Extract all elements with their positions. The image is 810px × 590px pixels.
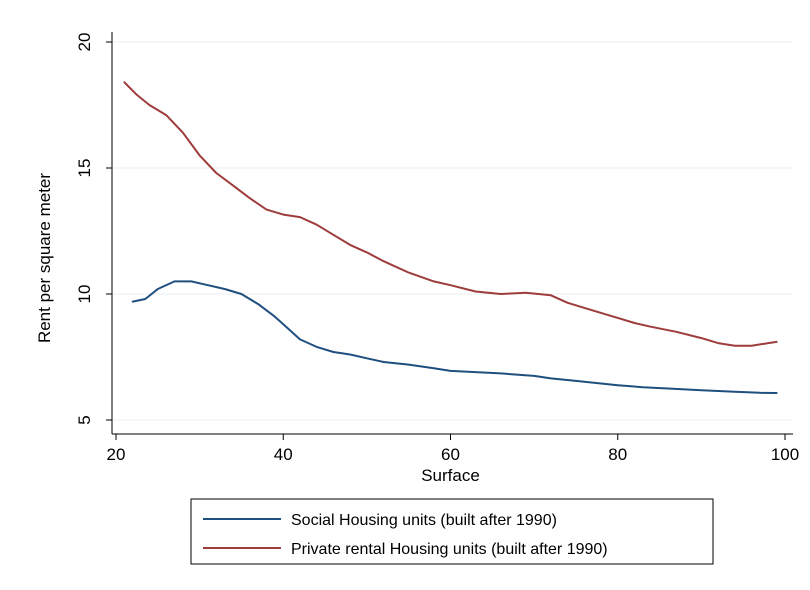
legend: Social Housing units (built after 1990) … [190, 498, 714, 565]
legend-label-social: Social Housing units (built after 1990) [291, 512, 557, 529]
legend-label-private: Private rental Housing units (built afte… [291, 541, 608, 558]
x-axis-title: Surface [421, 466, 480, 485]
y-axis-title: Rent per square meter [35, 173, 54, 343]
x-tick-label-0: 20 [107, 445, 126, 464]
y-tick-label-3: 20 [75, 33, 94, 52]
y-tick-label-2: 15 [75, 159, 94, 178]
y-tick-label-0: 5 [75, 415, 94, 424]
y-tick-label-1: 10 [75, 285, 94, 304]
x-tick-label-3: 80 [608, 445, 627, 464]
x-tick-label-2: 60 [441, 445, 460, 464]
series-line-1 [123, 81, 778, 347]
series-layer [123, 81, 778, 394]
legend-box [190, 498, 714, 565]
x-tick-label-1: 40 [274, 445, 293, 464]
axes-layer: 5 10 15 20 20 40 60 80 100 [75, 32, 799, 464]
series-line-0 [131, 280, 778, 394]
grid-layer [112, 41, 793, 421]
x-tick-label-4: 100 [771, 445, 799, 464]
